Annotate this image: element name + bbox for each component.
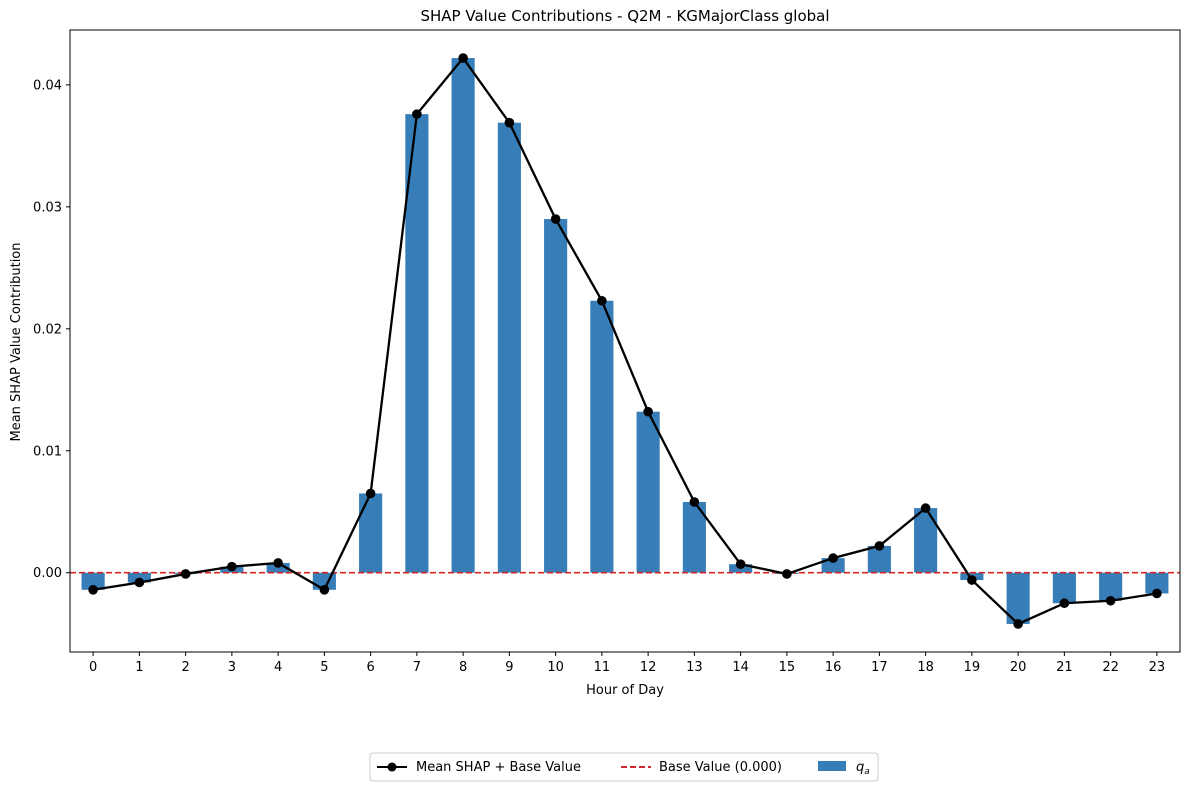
mean-shap-point-hour-0 [88, 585, 98, 595]
mean-shap-point-hour-9 [504, 117, 515, 128]
y-axis-title: Mean SHAP Value Contribution [9, 243, 24, 442]
bar-hour-4 [266, 562, 290, 573]
x-axis-title: Hour of Day [586, 683, 664, 698]
mean-shap-point-hour-20 [1013, 619, 1023, 629]
legend-label-qa: qa [856, 760, 870, 777]
bar-hour-11 [590, 300, 614, 573]
mean-shap-point-hour-22 [1105, 595, 1116, 606]
x-tick-label: 22 [1102, 660, 1119, 675]
mean-shap-point-hour-13 [689, 497, 700, 507]
mean-shap-point-hour-15 [782, 569, 792, 579]
x-tick-label: 7 [413, 660, 421, 675]
bar-hour-17 [867, 545, 891, 573]
bar-hour-9 [497, 122, 521, 573]
x-tick-label: 19 [964, 660, 981, 675]
mean-shap-point-hour-23 [1152, 588, 1162, 599]
mean-shap-point-hour-18 [920, 503, 931, 513]
x-tick-label: 8 [459, 660, 467, 675]
x-tick-label: 13 [686, 660, 703, 675]
bar-hour-21 [1052, 572, 1076, 604]
bar-hour-7 [405, 114, 429, 573]
y-tick-label: 0.01 [33, 444, 62, 459]
legend-qa-subscript: a [864, 767, 870, 777]
x-tick-label: 21 [1056, 660, 1073, 675]
legend-qa-main: q [856, 760, 864, 775]
x-tick-label: 4 [274, 660, 282, 675]
line-layer [88, 53, 1162, 629]
mean-shap-point-hour-2 [180, 569, 191, 579]
mean-shap-point-hour-3 [227, 561, 237, 572]
x-tick-label: 5 [320, 660, 328, 675]
mean-shap-point-hour-19 [967, 575, 977, 585]
x-tick-label: 9 [505, 660, 513, 675]
mean-shap-point-hour-14 [735, 559, 746, 569]
mean-shap-point-hour-8 [458, 53, 468, 63]
x-tick-label: 11 [594, 660, 611, 675]
bar-hour-12 [636, 411, 660, 573]
mean-shap-point-hour-12 [643, 406, 653, 417]
mean-shap-point-hour-4 [273, 558, 283, 568]
x-tick-label: 3 [228, 660, 236, 675]
chart-title: SHAP Value Contributions - Q2M - KGMajor… [420, 7, 829, 25]
mean-shap-point-hour-5 [319, 585, 330, 595]
y-axis: 0.00 0.01 0.02 0.03 0.04 [33, 78, 70, 581]
y-tick-label: 0.00 [33, 566, 62, 581]
bar-hour-0 [81, 572, 105, 590]
y-tick-label: 0.03 [33, 200, 62, 215]
mean-shap-point-hour-10 [550, 214, 561, 224]
mean-shap-line [92, 56, 1158, 626]
legend-label-mean-shap: Mean SHAP + Base Value [416, 760, 581, 775]
bar-hour-20 [1006, 572, 1030, 624]
bar-hour-10 [544, 219, 568, 573]
x-tick-label: 12 [640, 660, 657, 675]
x-tick-label: 20 [1010, 660, 1027, 675]
x-tick-label: 2 [181, 660, 189, 675]
bars-layer [81, 58, 1169, 624]
y-tick-label: 0.04 [33, 78, 62, 93]
y-tick-label: 0.02 [33, 322, 62, 337]
x-tick-label: 6 [366, 660, 374, 675]
x-tick-label: 17 [871, 660, 888, 675]
legend-label-base-value: Base Value (0.000) [659, 760, 782, 775]
mean-shap-point-hour-17 [874, 541, 885, 551]
mean-shap-point-hour-11 [597, 295, 607, 306]
bar-hour-1 [127, 572, 151, 583]
bar-hour-23 [1145, 572, 1169, 594]
legend-bar-swatch [818, 761, 846, 771]
x-tick-label: 1 [135, 660, 143, 675]
mean-shap-point-hour-16 [828, 553, 838, 563]
bar-hour-13 [682, 501, 706, 573]
bar-hour-16 [821, 558, 845, 573]
x-tick-label: 16 [825, 660, 842, 675]
bar-hour-18 [914, 508, 938, 573]
x-tick-label: 0 [89, 660, 97, 675]
plot-frame [69, 29, 1181, 653]
mean-shap-point-hour-7 [412, 109, 422, 119]
mean-shap-point-hour-6 [365, 488, 376, 499]
mean-shap-point-hour-21 [1059, 598, 1070, 609]
x-tick-label: 23 [1149, 660, 1166, 675]
legend: Mean SHAP + Base Value Base Value (0.000… [369, 752, 879, 782]
x-axis: 0 1 2 3 4 5 6 7 8 9 10 11 12 13 14 15 16 17 18 19 20 21 22 23 [89, 652, 1165, 675]
x-tick-label: 15 [779, 660, 796, 675]
x-tick-label: 10 [547, 660, 564, 675]
bar-hour-22 [1099, 572, 1123, 601]
x-tick-label: 14 [732, 660, 749, 675]
bar-hour-8 [451, 58, 475, 573]
mean-shap-point-hour-1 [134, 577, 145, 588]
legend-line-marker [387, 762, 397, 772]
bar-hour-6 [359, 493, 383, 573]
x-tick-label: 18 [917, 660, 934, 675]
